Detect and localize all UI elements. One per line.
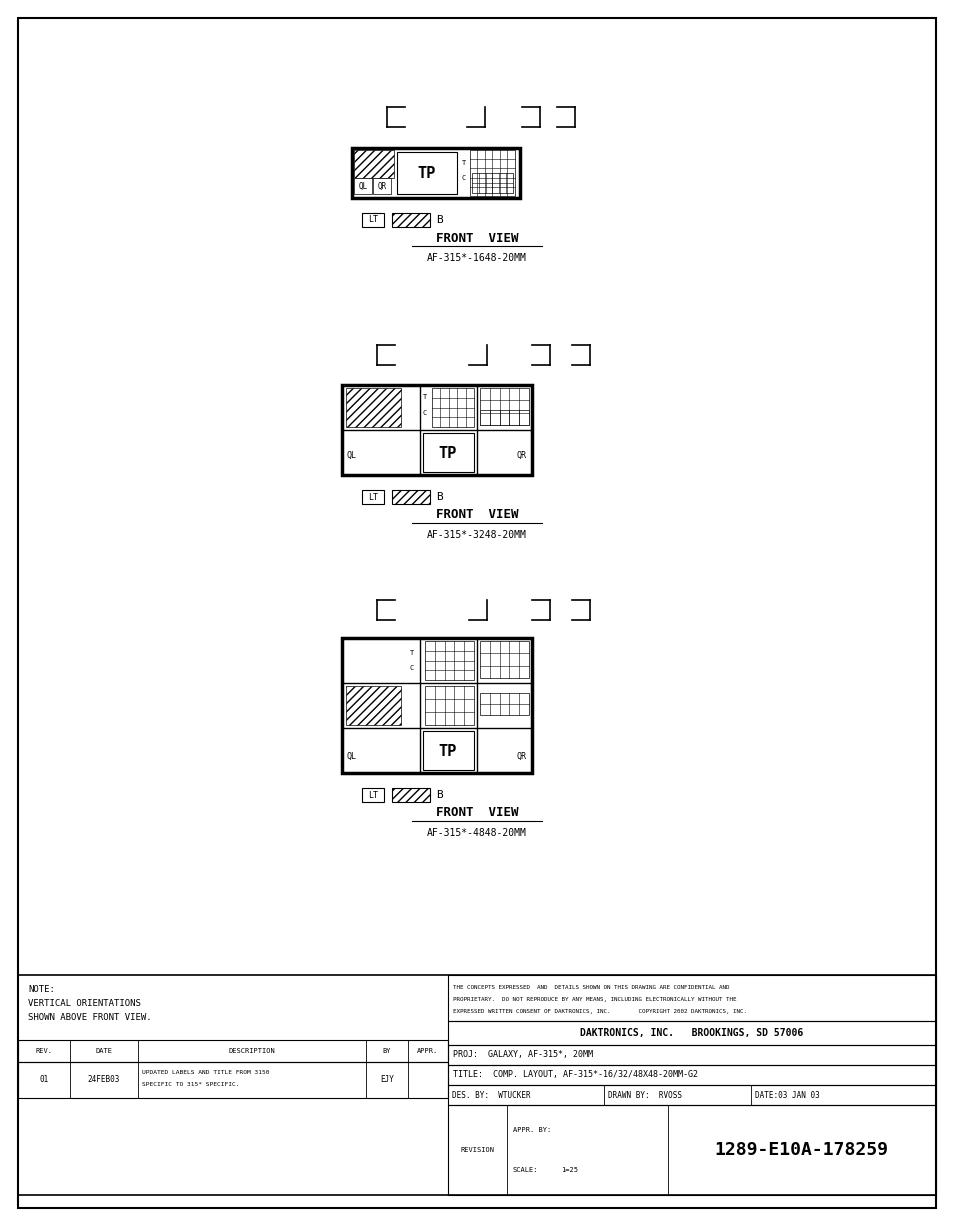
Bar (448, 1105, 935, 1195)
Bar (392, 490, 430, 504)
Bar (354, 150, 394, 178)
Bar (361, 490, 384, 504)
Text: NOTE:: NOTE: (28, 984, 55, 994)
Text: DATE: DATE (95, 1048, 112, 1054)
Text: DESCRIPTION: DESCRIPTION (229, 1048, 275, 1054)
Bar (341, 638, 532, 774)
Bar (479, 409, 529, 425)
Text: TP: TP (417, 166, 436, 180)
Bar (18, 975, 935, 1195)
Bar (352, 148, 519, 199)
Text: T: T (461, 161, 466, 166)
Text: QR: QR (517, 450, 526, 460)
Bar (392, 213, 430, 227)
Text: DRAWN BY:  RVOSS: DRAWN BY: RVOSS (607, 1090, 681, 1100)
Text: T: T (422, 394, 427, 400)
Text: DATE:03 JAN 03: DATE:03 JAN 03 (754, 1090, 819, 1100)
Text: TP: TP (438, 445, 456, 461)
Text: 1=25: 1=25 (561, 1167, 578, 1173)
Text: QL: QL (358, 181, 367, 190)
Text: REV.: REV. (35, 1048, 52, 1054)
Text: LT: LT (368, 493, 377, 501)
Bar (346, 687, 400, 725)
Text: B: B (436, 215, 443, 226)
Text: FRONT  VIEW: FRONT VIEW (436, 509, 517, 521)
Text: SPECIFIC TO 315* SPECIFIC.: SPECIFIC TO 315* SPECIFIC. (142, 1081, 239, 1086)
Text: FRONT  VIEW: FRONT VIEW (436, 232, 517, 244)
Bar (479, 641, 529, 678)
Text: C: C (461, 175, 466, 181)
Bar (373, 178, 391, 194)
Text: LT: LT (368, 216, 377, 224)
Text: 01: 01 (39, 1075, 49, 1085)
Bar (424, 641, 474, 680)
Text: SHOWN ABOVE FRONT VIEW.: SHOWN ABOVE FRONT VIEW. (28, 1013, 152, 1022)
Text: EJY: EJY (379, 1075, 394, 1085)
Bar (361, 788, 384, 802)
Text: EXPRESSED WRITTEN CONSENT OF DAKTRONICS, INC.        COPYRIGHT 2002 DAKTRONICS, : EXPRESSED WRITTEN CONSENT OF DAKTRONICS,… (453, 1009, 746, 1014)
Bar (448, 1085, 935, 1105)
Text: AF-315*-4848-20MM: AF-315*-4848-20MM (427, 828, 526, 839)
Text: DES. BY:  WTUCKER: DES. BY: WTUCKER (452, 1090, 530, 1100)
Text: BY: BY (382, 1048, 391, 1054)
Text: TITLE:  COMP. LAYOUT, AF-315*-16/32/48X48-20MM-G2: TITLE: COMP. LAYOUT, AF-315*-16/32/48X48… (453, 1070, 698, 1080)
Bar (18, 1040, 448, 1062)
Bar (424, 687, 474, 725)
Text: THE CONCEPTS EXPRESSED  AND  DETAILS SHOWN ON THIS DRAWING ARE CONFIDENTIAL AND: THE CONCEPTS EXPRESSED AND DETAILS SHOWN… (453, 984, 729, 991)
Text: FRONT  VIEW: FRONT VIEW (436, 807, 517, 819)
Text: TP: TP (438, 743, 456, 759)
Text: PROJ:  GALAXY, AF-315*, 20MM: PROJ: GALAXY, AF-315*, 20MM (453, 1051, 593, 1059)
Text: DAKTRONICS, INC.   BROOKINGS, SD 57006: DAKTRONICS, INC. BROOKINGS, SD 57006 (579, 1027, 802, 1038)
Text: VERTICAL ORIENTATIONS: VERTICAL ORIENTATIONS (28, 999, 141, 1008)
Text: APPR. BY:: APPR. BY: (512, 1127, 550, 1133)
Text: 24FEB03: 24FEB03 (88, 1075, 120, 1085)
Bar (448, 975, 935, 1021)
Text: QR: QR (377, 181, 386, 190)
Bar (341, 385, 532, 474)
Text: AF-315*-1648-20MM: AF-315*-1648-20MM (427, 253, 526, 264)
Text: QL: QL (347, 450, 356, 460)
Text: B: B (436, 790, 443, 801)
Bar (422, 731, 474, 770)
Bar (479, 387, 529, 425)
Text: APPR.: APPR. (416, 1048, 438, 1054)
Bar (396, 152, 456, 194)
Text: QL: QL (347, 752, 356, 760)
Bar (432, 387, 474, 427)
Text: T: T (410, 650, 414, 656)
Text: AF-315*-3248-20MM: AF-315*-3248-20MM (427, 530, 526, 539)
Bar (470, 150, 515, 196)
Text: QR: QR (517, 752, 526, 760)
Text: B: B (436, 492, 443, 501)
Bar (448, 1065, 935, 1085)
Bar (18, 1062, 448, 1098)
Text: C: C (422, 409, 427, 416)
Text: 1289-E10A-178259: 1289-E10A-178259 (714, 1141, 887, 1159)
Bar (448, 1021, 935, 1045)
Text: C: C (410, 664, 414, 671)
Text: PROPRIETARY.  DO NOT REPRODUCE BY ANY MEANS, INCLUDING ELECTRONICALLY WITHOUT TH: PROPRIETARY. DO NOT REPRODUCE BY ANY MEA… (453, 997, 736, 1002)
Text: UPDATED LABELS AND TITLE FROM 3150: UPDATED LABELS AND TITLE FROM 3150 (142, 1069, 269, 1074)
Text: REVISION: REVISION (459, 1148, 494, 1152)
Bar (354, 178, 372, 194)
Bar (346, 387, 400, 427)
Bar (448, 1045, 935, 1065)
Bar (422, 433, 474, 472)
Bar (361, 213, 384, 227)
Bar (472, 173, 513, 192)
Text: LT: LT (368, 791, 377, 799)
Bar (479, 693, 529, 715)
Text: SCALE:: SCALE: (512, 1167, 537, 1173)
Bar (392, 788, 430, 802)
